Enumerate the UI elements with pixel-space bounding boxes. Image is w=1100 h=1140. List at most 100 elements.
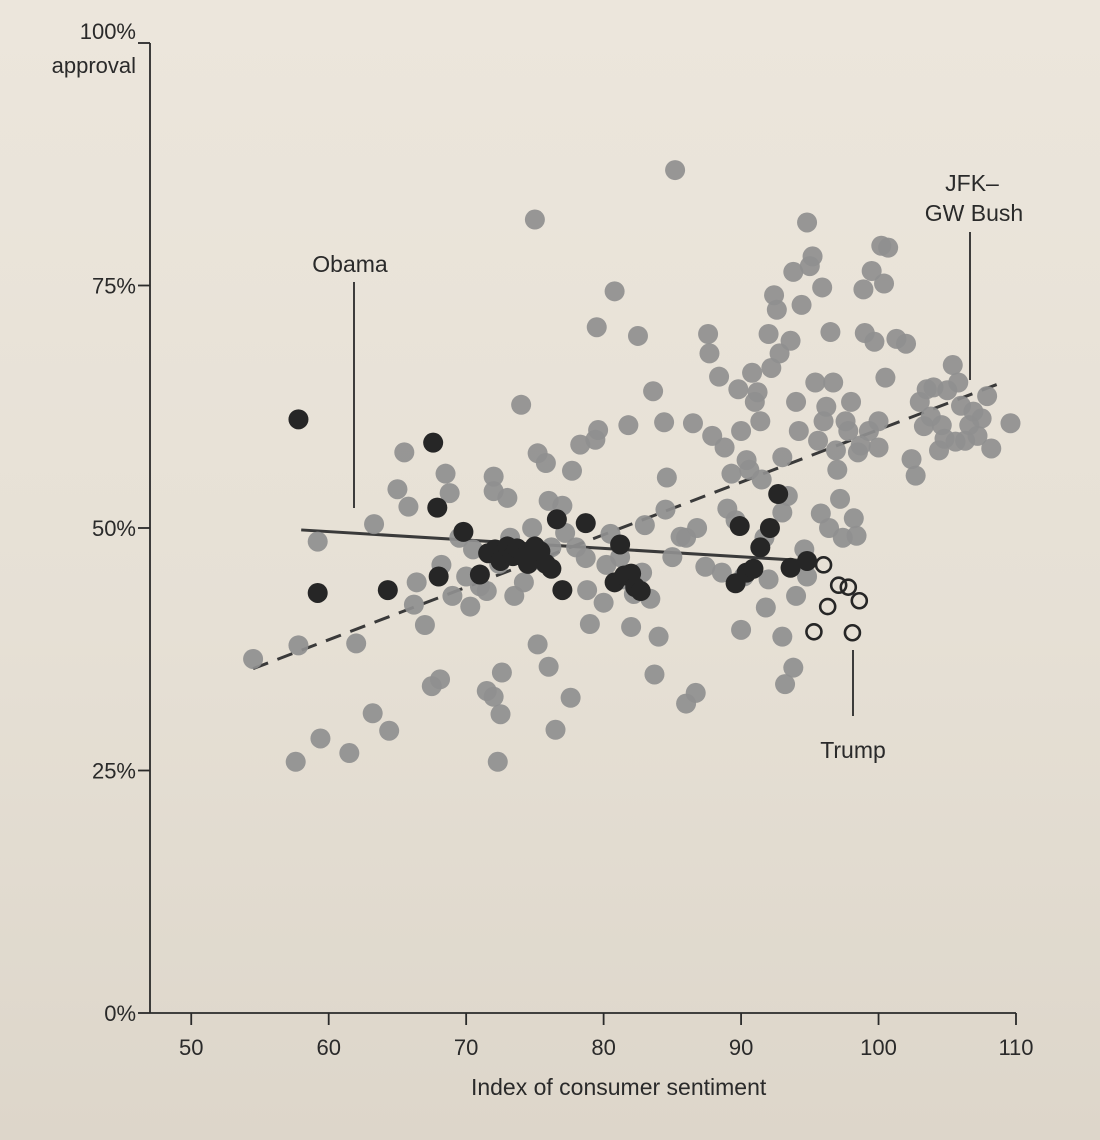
point-jfk-gwbush bbox=[783, 657, 804, 678]
point-obama bbox=[780, 557, 801, 578]
point-jfk-gwbush bbox=[682, 413, 703, 434]
point-jfk-gwbush bbox=[709, 366, 730, 387]
annotations: Obama JFK– GW Bush Trump bbox=[312, 170, 1023, 763]
point-jfk-gwbush bbox=[805, 372, 826, 393]
annotation-gwbush: GW Bush bbox=[925, 200, 1023, 226]
point-jfk-gwbush bbox=[747, 382, 768, 403]
point-jfk-gwbush bbox=[634, 515, 655, 536]
point-jfk-gwbush bbox=[535, 453, 556, 474]
point-jfk-gwbush bbox=[841, 391, 862, 412]
annotation-jfk: JFK– bbox=[945, 170, 999, 196]
point-jfk-gwbush bbox=[802, 246, 823, 267]
point-jfk-gwbush bbox=[731, 619, 752, 640]
point-jfk-gwbush bbox=[579, 614, 600, 635]
point-jfk-gwbush bbox=[751, 469, 772, 490]
point-jfk-gwbush bbox=[586, 317, 607, 338]
y-tick-label: 100% bbox=[80, 19, 136, 44]
point-jfk-gwbush bbox=[896, 333, 917, 354]
point-jfk-gwbush bbox=[604, 281, 625, 302]
point-jfk-gwbush bbox=[394, 442, 415, 463]
point-jfk-gwbush bbox=[775, 674, 796, 695]
point-jfk-gwbush bbox=[346, 633, 367, 654]
point-jfk-gwbush bbox=[901, 449, 922, 470]
point-jfk-gwbush bbox=[288, 635, 309, 656]
point-jfk-gwbush bbox=[685, 682, 706, 703]
point-obama bbox=[729, 516, 750, 537]
point-jfk-gwbush bbox=[846, 525, 867, 546]
point-jfk-gwbush bbox=[875, 367, 896, 388]
point-jfk-gwbush bbox=[780, 330, 801, 351]
point-jfk-gwbush bbox=[695, 556, 716, 577]
point-jfk-gwbush bbox=[797, 566, 818, 587]
y-tick-label: 25% bbox=[92, 759, 136, 784]
point-jfk-gwbush bbox=[627, 325, 648, 346]
point-jfk-gwbush bbox=[853, 279, 874, 300]
point-jfk-gwbush bbox=[981, 438, 1002, 459]
point-jfk-gwbush bbox=[714, 437, 735, 458]
point-jfk-gwbush bbox=[285, 751, 306, 772]
point-jfk-gwbush bbox=[977, 386, 998, 407]
point-jfk-gwbush bbox=[742, 362, 763, 383]
point-jfk-gwbush bbox=[812, 277, 833, 298]
point-obama bbox=[768, 484, 789, 505]
point-jfk-gwbush bbox=[788, 421, 809, 441]
point-jfk-gwbush bbox=[850, 435, 871, 456]
point-jfk-gwbush bbox=[538, 656, 559, 677]
point-jfk-gwbush bbox=[758, 324, 779, 344]
point-obama bbox=[423, 432, 444, 453]
point-jfk-gwbush bbox=[364, 514, 385, 535]
point-jfk-gwbush bbox=[731, 421, 752, 441]
point-jfk-gwbush bbox=[403, 594, 424, 615]
point-jfk-gwbush bbox=[379, 720, 400, 741]
point-jfk-gwbush bbox=[772, 502, 793, 523]
point-jfk-gwbush bbox=[665, 160, 686, 181]
point-obama bbox=[797, 550, 818, 571]
point-jfk-gwbush bbox=[339, 743, 360, 764]
annotation-obama: Obama bbox=[312, 251, 388, 277]
point-jfk-gwbush bbox=[435, 463, 456, 484]
point-obama bbox=[552, 580, 573, 601]
data-points bbox=[243, 160, 1021, 772]
x-tick-label: 90 bbox=[729, 1035, 753, 1060]
point-jfk-gwbush bbox=[310, 728, 331, 749]
point-jfk-gwbush bbox=[967, 425, 988, 446]
point-obama bbox=[743, 558, 764, 579]
point-jfk-gwbush bbox=[766, 299, 787, 320]
point-obama bbox=[518, 553, 539, 574]
point-jfk-gwbush bbox=[621, 616, 642, 637]
x-axis-title: Index of consumer sentiment bbox=[471, 1074, 767, 1100]
point-obama bbox=[453, 521, 474, 542]
x-tick-label: 110 bbox=[998, 1035, 1033, 1060]
point-jfk-gwbush bbox=[868, 437, 889, 458]
point-jfk-gwbush bbox=[577, 580, 598, 601]
point-obama bbox=[575, 513, 596, 534]
point-jfk-gwbush bbox=[786, 585, 807, 606]
point-jfk-gwbush bbox=[398, 496, 419, 517]
axes: 0% 25% 50% 75% 100% approval 50 60 70 80 90 100 110 I… bbox=[52, 19, 1034, 1100]
point-jfk-gwbush bbox=[656, 467, 677, 488]
point-jfk-gwbush bbox=[524, 209, 545, 230]
x-tick-label: 50 bbox=[179, 1035, 203, 1060]
point-jfk-gwbush bbox=[483, 686, 504, 707]
point-obama bbox=[469, 564, 490, 585]
point-jfk-gwbush bbox=[307, 531, 328, 552]
point-jfk-gwbush bbox=[644, 664, 665, 685]
y-tick-label: 0% bbox=[104, 1001, 136, 1026]
point-jfk-gwbush bbox=[593, 592, 614, 613]
point-jfk-gwbush bbox=[490, 704, 511, 725]
point-jfk-gwbush bbox=[728, 379, 749, 400]
point-jfk-gwbush bbox=[648, 626, 669, 647]
x-tick-label: 100 bbox=[860, 1035, 897, 1060]
point-jfk-gwbush bbox=[430, 669, 451, 690]
point-jfk-gwbush bbox=[838, 421, 859, 441]
point-jfk-gwbush bbox=[362, 703, 383, 724]
point-jfk-gwbush bbox=[711, 562, 732, 583]
point-jfk-gwbush bbox=[460, 596, 481, 617]
point-jfk-gwbush bbox=[698, 324, 719, 344]
point-jfk-gwbush bbox=[406, 572, 427, 593]
point-trump bbox=[814, 556, 833, 574]
point-jfk-gwbush bbox=[791, 294, 812, 315]
y-axis-title: approval bbox=[52, 53, 136, 78]
point-trump bbox=[829, 576, 848, 595]
